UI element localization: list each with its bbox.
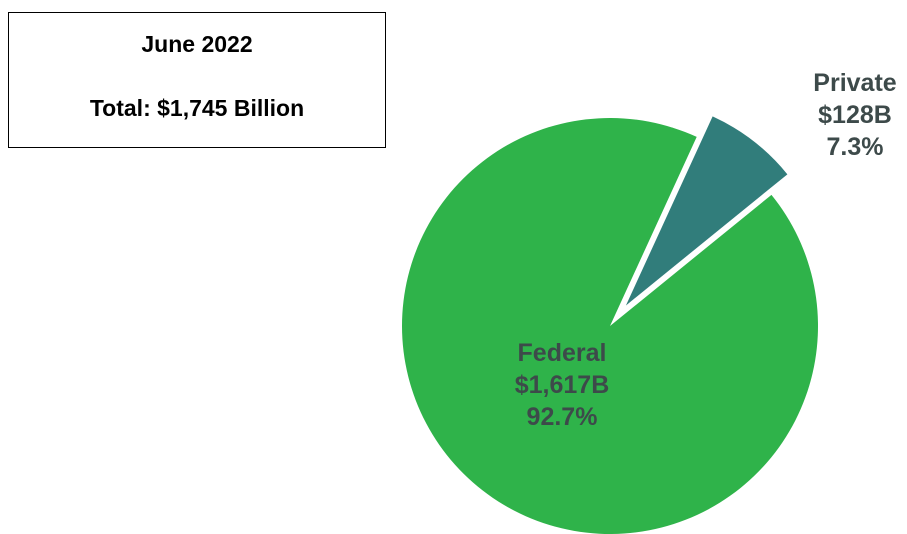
pie-slice-private <box>625 116 788 306</box>
private-percent-label: 7.3% <box>827 133 884 161</box>
period-label: June 2022 <box>141 31 253 57</box>
pie-slice-federal <box>402 118 818 534</box>
total-label: Total: $1,745 Billion <box>89 95 305 121</box>
summary-box: June 2022 Total: $1,745 Billion <box>8 12 386 148</box>
federal-percent-label: 92.7% <box>527 403 598 431</box>
federal-name-label: Federal <box>518 339 607 367</box>
private-amount-label: $128B <box>818 101 892 129</box>
private-name-label: Private <box>813 69 896 97</box>
federal-amount-label: $1,617B <box>515 371 610 399</box>
